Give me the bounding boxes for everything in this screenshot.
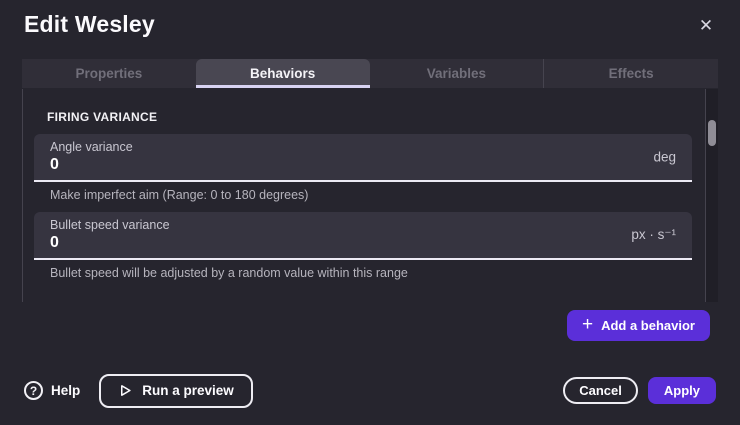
plus-icon: + [581, 314, 594, 335]
field-angle-variance: Angle variance deg Make imperfect aim (R… [34, 134, 692, 202]
close-icon[interactable]: ✕ [698, 16, 714, 35]
run-preview-label: Run a preview [142, 383, 234, 398]
question-mark-icon: ? [24, 381, 43, 400]
angle-variance-input[interactable] [50, 156, 470, 174]
tab-effects[interactable]: Effects [543, 59, 718, 88]
scrollbar[interactable] [706, 89, 718, 302]
tab-behaviors[interactable]: Behaviors [195, 59, 370, 88]
run-preview-button[interactable]: Run a preview [99, 373, 253, 408]
field-bullet-speed-variance: Bullet speed variance px · s⁻¹ Bullet sp… [34, 212, 692, 280]
bullet-speed-variance-input[interactable] [50, 234, 470, 252]
cancel-button[interactable]: Cancel [563, 377, 638, 404]
tab-variables[interactable]: Variables [426, 66, 487, 81]
footer: ? Help Run a preview Cancel Apply [24, 373, 716, 408]
play-icon [121, 385, 131, 396]
bullet-speed-variance-helper: Bullet speed will be adjusted by a rando… [50, 266, 408, 280]
bullet-speed-variance-card[interactable]: Bullet speed variance px · s⁻¹ [34, 212, 692, 260]
angle-variance-unit: deg [653, 149, 676, 165]
tab-properties[interactable]: Properties [75, 66, 143, 81]
apply-button[interactable]: Apply [647, 377, 716, 404]
angle-variance-label: Angle variance [50, 140, 133, 154]
section-title-firing-variance: FIRING VARIANCE [47, 110, 158, 124]
bullet-speed-variance-label: Bullet speed variance [50, 218, 170, 232]
tab-bar: Properties Behaviors Variables Effects [22, 59, 718, 88]
angle-variance-helper: Make imperfect aim (Range: 0 to 180 degr… [50, 188, 309, 202]
angle-variance-card[interactable]: Angle variance deg [34, 134, 692, 182]
bullet-speed-variance-unit: px · s⁻¹ [631, 227, 676, 242]
add-behavior-button[interactable]: + Add a behavior [566, 310, 710, 341]
add-behavior-label: Add a behavior [601, 318, 695, 333]
help-button[interactable]: ? Help [24, 381, 80, 400]
behaviors-scroll-area[interactable]: FIRING VARIANCE Angle variance deg Make … [22, 89, 706, 302]
page-title: Edit Wesley [24, 11, 155, 37]
scrollbar-thumb[interactable] [708, 120, 716, 146]
help-label: Help [51, 383, 81, 398]
